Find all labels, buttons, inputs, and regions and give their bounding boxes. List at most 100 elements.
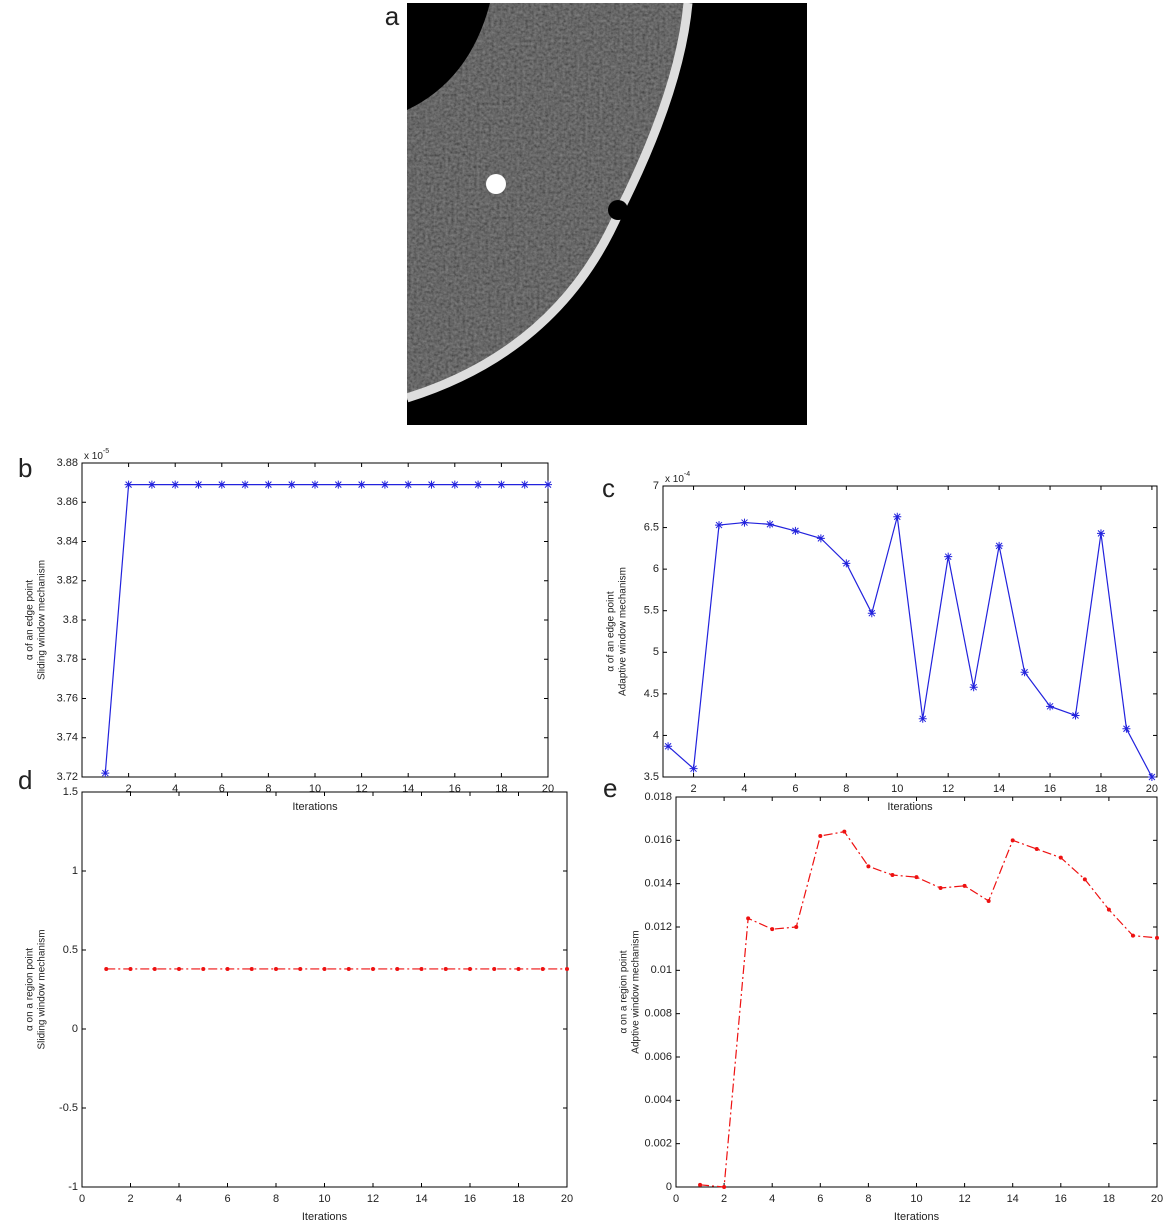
data-point	[241, 480, 250, 489]
data-point	[1096, 529, 1105, 538]
x-tick-label: 20	[561, 1193, 573, 1205]
data-point	[395, 966, 400, 971]
data-point	[938, 886, 943, 890]
y-axis-label: Sliding window mechanism	[37, 929, 48, 1049]
data-point	[264, 480, 273, 489]
data-point	[124, 480, 133, 489]
x-tick-label: 4	[172, 783, 178, 795]
data-point	[371, 966, 375, 971]
y-tick-label: 4.5	[644, 688, 659, 700]
data-point	[1130, 933, 1135, 938]
data-point	[443, 966, 448, 971]
y-tick-label: 0.004	[644, 1094, 672, 1106]
data-point	[914, 875, 919, 880]
data-point	[944, 552, 953, 561]
x-tick-label: 20	[1151, 1193, 1163, 1205]
data-point	[404, 480, 413, 489]
data-point	[101, 769, 110, 778]
x-tick-label: 16	[1055, 1193, 1067, 1205]
x-tick-label: 8	[265, 783, 271, 795]
y-tick-label: 6	[653, 563, 659, 575]
data-point	[298, 966, 303, 971]
y-tick-label: 5	[653, 646, 659, 658]
data-point	[867, 609, 876, 618]
data-point	[715, 521, 724, 530]
data-point	[698, 1182, 703, 1187]
data-point	[818, 834, 823, 838]
data-point	[380, 480, 389, 489]
y-tick-label: 0.018	[644, 791, 672, 803]
y-tick-label: 0	[666, 1181, 672, 1193]
data-point	[842, 829, 847, 834]
y-tick-label: 4	[653, 729, 659, 741]
y-tick-label: 5.5	[644, 605, 659, 617]
x-tick-label: 10	[318, 1193, 330, 1205]
data-point	[147, 480, 156, 489]
panel-label: a	[385, 1, 400, 31]
data-line	[104, 483, 548, 774]
x-tick-label: 20	[1146, 783, 1158, 795]
data-point	[516, 966, 521, 971]
y-tick-label: 3.84	[57, 535, 78, 547]
data-point	[225, 966, 230, 971]
data-point	[1058, 855, 1063, 860]
data-point	[1082, 877, 1087, 882]
data-point	[450, 480, 459, 489]
data-point	[171, 480, 180, 489]
y-scale-base: x 10	[84, 451, 103, 462]
x-axis-label: Iterations	[302, 1211, 348, 1221]
data-point	[866, 864, 871, 869]
data-point	[1071, 711, 1080, 720]
y-tick-label: 0.01	[651, 964, 672, 976]
y-tick-label: 3.78	[57, 653, 78, 665]
x-tick-label: 18	[512, 1193, 524, 1205]
data-point	[1046, 702, 1055, 711]
x-tick-label: 12	[958, 1193, 970, 1205]
data-point	[1010, 838, 1015, 843]
x-tick-label: 14	[993, 783, 1005, 795]
x-tick-label: 4	[176, 1193, 182, 1205]
x-tick-label: 0	[673, 1193, 679, 1205]
x-tick-label: 6	[792, 783, 798, 795]
data-point	[287, 480, 296, 489]
data-point	[816, 534, 825, 543]
data-point	[540, 966, 545, 971]
x-tick-label: 4	[741, 783, 747, 795]
y-tick-label: 6.5	[644, 521, 659, 533]
y-tick-label: -1	[68, 1181, 78, 1193]
data-point	[177, 966, 181, 971]
plot-frame	[81, 791, 568, 1188]
data-point	[520, 480, 529, 489]
y-tick-label: 3.8	[63, 614, 78, 626]
data-point	[104, 966, 109, 971]
x-tick-label: 14	[415, 1193, 427, 1205]
x-axis-label: Iterations	[292, 801, 338, 813]
y-axis-label: α of an edge point	[606, 591, 617, 672]
x-tick-label: 6	[219, 783, 225, 795]
x-tick-label: 16	[449, 783, 461, 795]
data-point	[311, 480, 319, 489]
x-axis-label: Iterations	[894, 1211, 940, 1221]
x-tick-label: 2	[127, 1193, 133, 1205]
data-point	[770, 927, 775, 932]
y-scale-exp: -4	[684, 471, 690, 478]
x-tick-label: 18	[1103, 1193, 1115, 1205]
data-point	[544, 480, 552, 489]
y-tick-label: 0.002	[644, 1138, 672, 1150]
data-point	[334, 480, 343, 489]
x-tick-label: 2	[721, 1193, 727, 1205]
data-line	[699, 831, 1158, 1188]
data-point	[791, 526, 800, 535]
data-point	[468, 966, 472, 971]
y-tick-label: 0.016	[644, 834, 672, 846]
y-tick-label: 3.74	[57, 732, 78, 744]
x-tick-label: 16	[464, 1193, 476, 1205]
x-tick-label: 10	[910, 1193, 922, 1205]
data-point	[419, 966, 424, 971]
data-point	[689, 764, 698, 773]
y-scale-label: x 10-5	[84, 448, 109, 462]
data-point	[346, 966, 351, 971]
x-tick-label: 0	[79, 1193, 85, 1205]
y-tick-label: 0.5	[63, 944, 78, 956]
data-point	[890, 873, 895, 877]
